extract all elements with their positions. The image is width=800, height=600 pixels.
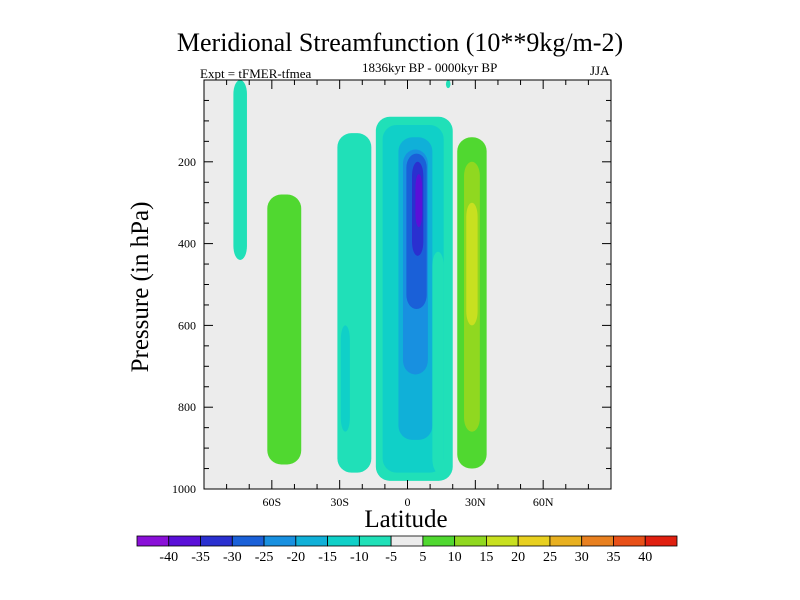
y-tick-label-200: 200 [178,155,196,169]
colorbar-label-pos-40: 40 [638,550,652,565]
y-tick-label-400: 400 [178,237,196,251]
y-tick-label-800: 800 [178,400,196,414]
y-tick-label-1000: 1000 [172,482,196,496]
season-label: JJA [590,63,610,78]
colorbar-label-neg-30: -30 [223,550,242,565]
colorbar-label-pos-5: 5 [419,550,426,565]
colorbar-label-neg-10: -10 [350,550,369,565]
contour-band-12n [432,251,444,473]
colorbar-box [200,535,233,547]
contour-negative-core-28s [340,325,350,432]
y-tick-label-600: 600 [178,318,196,332]
colorbar-box [295,535,328,547]
colorbar-box [613,535,646,547]
colorbar-box [168,535,201,547]
colorbar-box [136,535,170,547]
period-label: 1836kyr BP - 0000kyr BP [362,60,498,75]
experiment-label: Expt = tFMER-tfmea [200,66,312,81]
colorbar-label-pos-20: 20 [511,550,525,565]
contour-band-75s [233,80,247,260]
colorbar-box [486,535,519,547]
colorbar-box [454,535,487,547]
colorbar-label-neg-25: -25 [255,550,274,565]
contour-positive-28n-15 [466,202,478,326]
colorbar-label-neg-20: -20 [286,550,305,565]
colorbar-label-neg-15: -15 [318,550,337,565]
colorbar-box [422,535,456,547]
colorbar-box [549,535,583,547]
x-axis-label: Latitude [364,506,448,533]
x-tick-label-60s: 60S [262,495,281,509]
x-tick-label-30s: 30S [330,495,349,509]
contour-band-18n-top [445,80,451,89]
colorbar-box [517,535,551,547]
colorbar-box [390,535,424,547]
colorbar-box [327,535,360,547]
colorbar-box [358,535,392,547]
x-tick-label-30n: 30N [465,495,486,509]
colorbar-box [231,535,265,547]
colorbar-label-pos-30: 30 [575,550,589,565]
colorbar-label-pos-35: 35 [606,550,620,565]
colorbar-label-pos-15: 15 [479,550,493,565]
colorbar-box [644,535,678,547]
contour-negative-equator-35 [415,174,423,228]
colorbar-label-pos-25: 25 [543,550,557,565]
colorbar-box [263,535,297,547]
colorbar-box [581,535,614,547]
x-tick-label-60n: 60N [533,495,554,509]
colorbar-label-neg-40: -40 [159,550,178,565]
colorbar-label-neg-35: -35 [191,550,210,565]
contour-positive-55s [267,194,302,465]
chart-title: Meridional Streamfunction (10**9kg/m-2) [176,28,624,57]
x-tick-label-0: 0 [405,495,411,509]
colorbar-label-neg-5: -5 [385,550,397,565]
colorbar-label-pos-10: 10 [448,550,462,565]
